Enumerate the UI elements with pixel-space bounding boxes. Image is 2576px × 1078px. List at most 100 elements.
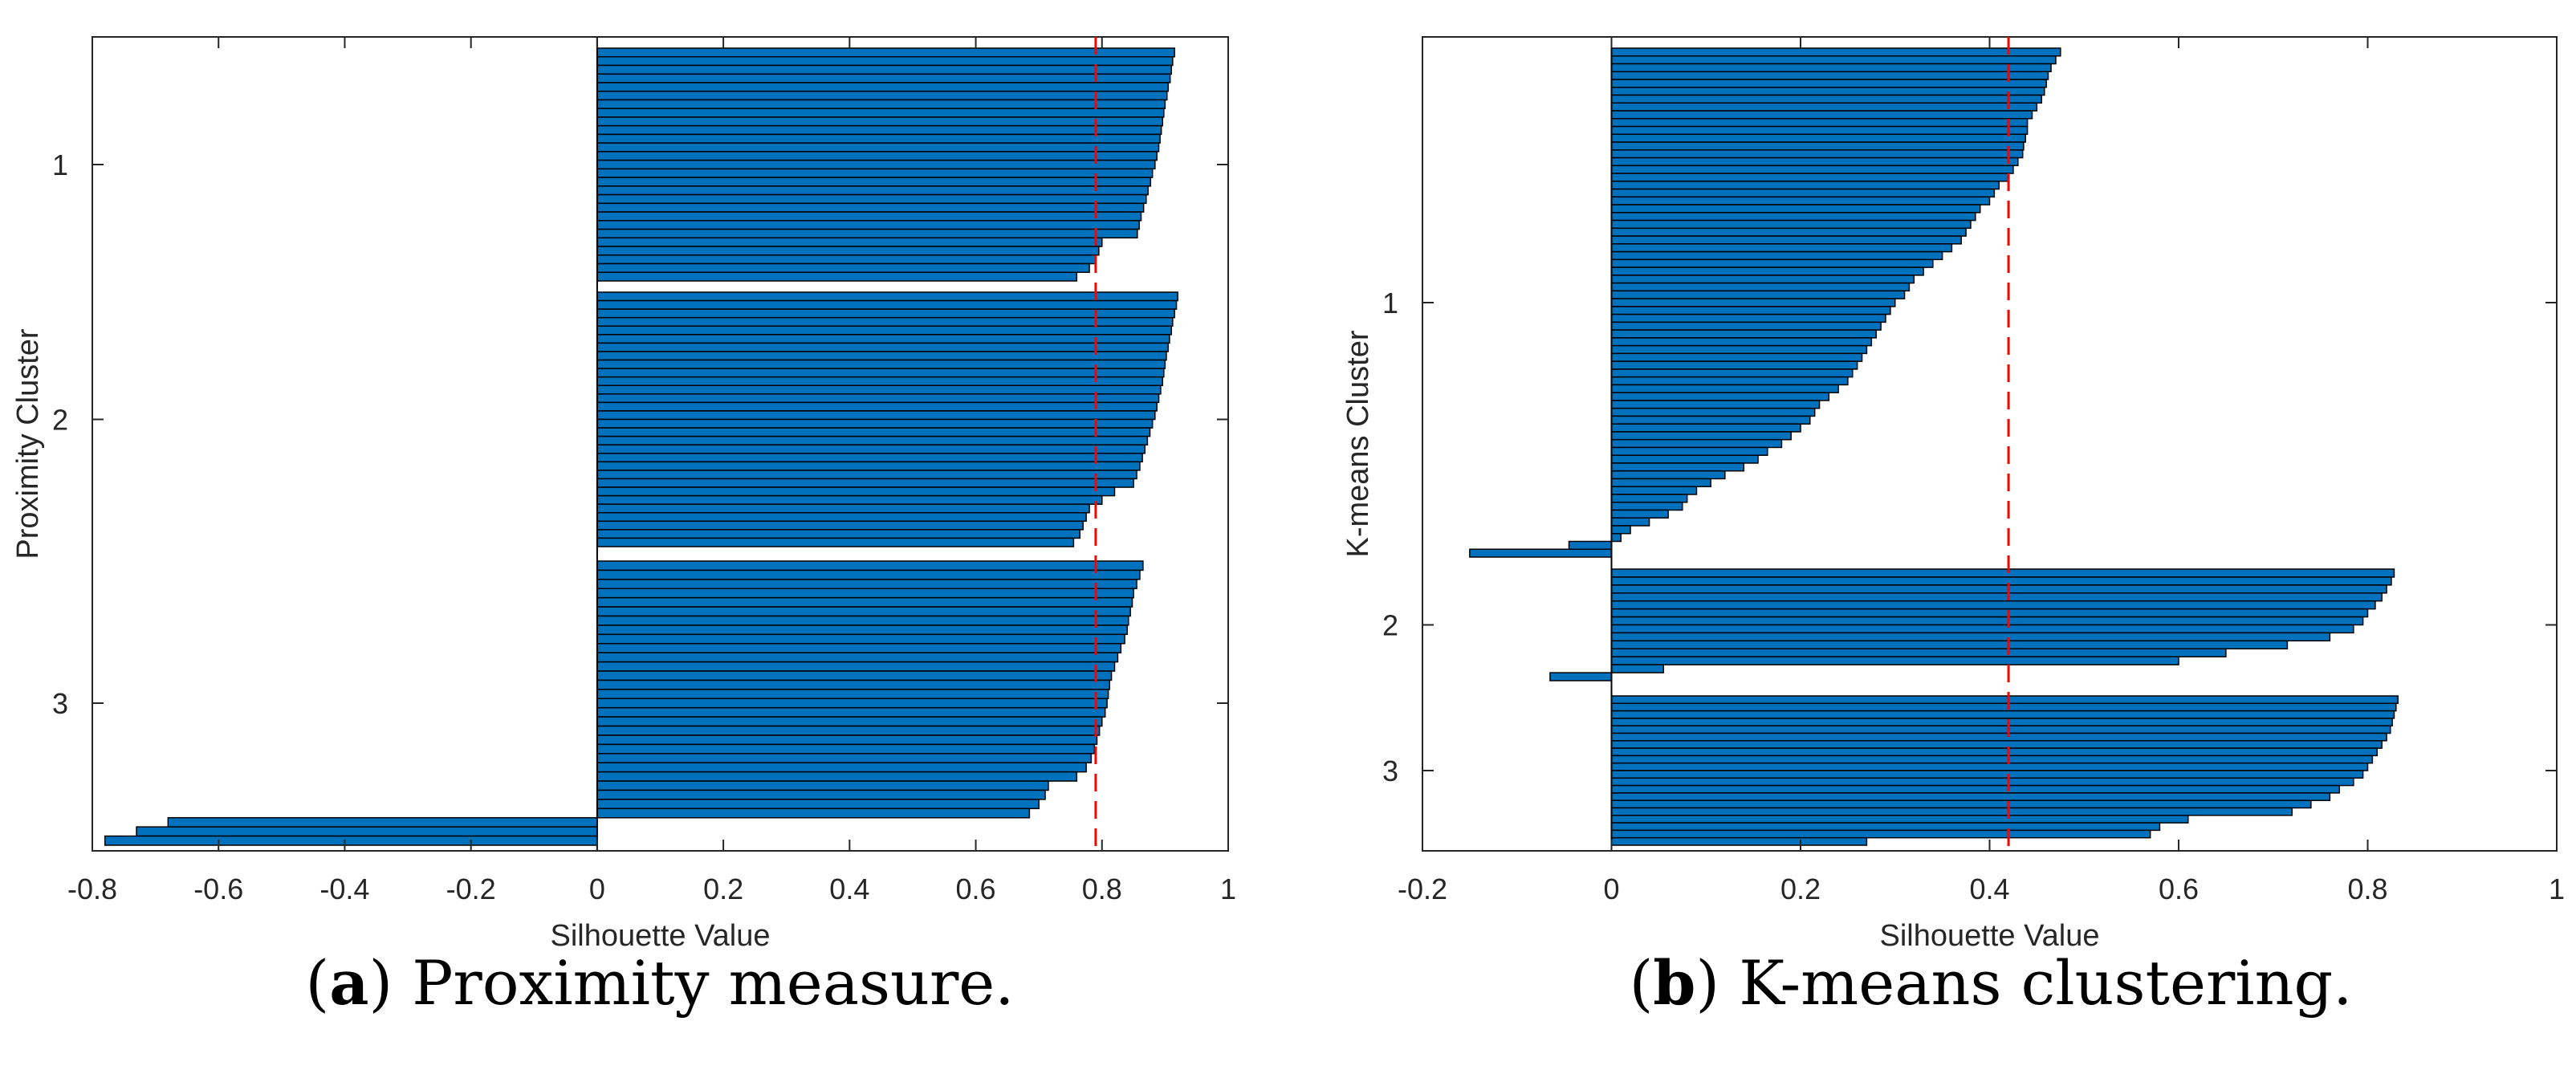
- silhouette-bar: [596, 470, 1137, 480]
- x-tick-label: 0.2: [1780, 873, 1821, 905]
- silhouette-bar: [596, 789, 1046, 800]
- silhouette-bar: [1610, 656, 2179, 665]
- silhouette-bar: [1610, 600, 2376, 610]
- y-axis-label: Proximity Cluster: [11, 328, 45, 559]
- silhouette-bar: [596, 560, 1144, 572]
- silhouette-bar: [1610, 360, 1858, 370]
- silhouette-bar: [1610, 384, 1839, 393]
- silhouette-bar: [1610, 157, 2019, 167]
- silhouette-bar: [596, 211, 1142, 222]
- silhouette-bar: [596, 734, 1098, 746]
- x-tick-label: 1: [2549, 873, 2565, 905]
- silhouette-bar: [1610, 94, 2043, 104]
- silhouette-bar: [596, 780, 1049, 791]
- silhouette-bar: [596, 461, 1141, 471]
- silhouette-bar: [596, 478, 1134, 488]
- silhouette-bar: [596, 753, 1093, 763]
- y-tick-label: 1: [52, 148, 68, 181]
- silhouette-bar: [596, 520, 1084, 531]
- silhouette-bar: [1610, 337, 1873, 347]
- silhouette-bar: [1610, 718, 2393, 726]
- x-axis-label: Silhouette Value: [551, 919, 771, 953]
- silhouette-bar: [1610, 110, 2033, 120]
- silhouette-bar: [596, 615, 1129, 626]
- silhouette-bar: [596, 228, 1138, 239]
- x-tick-label: 0.4: [829, 873, 869, 905]
- silhouette-bar: [596, 151, 1158, 161]
- silhouette-bar: [1610, 807, 2293, 816]
- silhouette-bar: [596, 410, 1156, 421]
- silhouette-bar: [1610, 616, 2364, 626]
- silhouette-bar: [1610, 725, 2391, 734]
- silhouette-bar: [1610, 454, 1759, 464]
- silhouette-bar: [1610, 486, 1698, 495]
- silhouette-bar: [596, 73, 1171, 83]
- silhouette-bar: [1610, 63, 2052, 73]
- silhouette-bar: [1610, 141, 2025, 151]
- y-tick-label: 1: [1382, 287, 1398, 319]
- silhouette-bar: [1610, 632, 2331, 642]
- silhouette-bar: [596, 90, 1168, 101]
- silhouette-bar: [1610, 415, 1811, 425]
- silhouette-bar: [167, 816, 598, 828]
- silhouette-bar: [1610, 125, 2029, 136]
- silhouette-bar: [1610, 829, 2151, 839]
- silhouette-bar: [596, 220, 1140, 230]
- silhouette-bar: [1610, 376, 1849, 386]
- silhouette-bar: [596, 384, 1162, 395]
- silhouette-bar: [136, 826, 598, 837]
- silhouette-bar: [596, 588, 1134, 599]
- silhouette-bar: [596, 418, 1154, 429]
- silhouette-bar: [1610, 568, 2395, 578]
- silhouette-bar: [1610, 306, 1891, 315]
- silhouette-bar: [1610, 431, 1792, 441]
- silhouette-bar: [1610, 290, 1906, 299]
- silhouette-bar: [1610, 624, 2354, 634]
- silhouette-bar: [596, 569, 1141, 580]
- silhouette-bar: [1610, 227, 1967, 237]
- silhouette-bar: [1610, 525, 1631, 535]
- silhouette-bar: [596, 368, 1165, 378]
- silhouette-bar: [596, 262, 1090, 274]
- silhouette-bar: [1610, 740, 2383, 749]
- silhouette-bar: [1610, 400, 1821, 409]
- x-tick-label: 0: [1603, 873, 1619, 905]
- x-tick-label: 0.2: [703, 873, 743, 905]
- silhouette-bar: [596, 202, 1145, 213]
- silhouette-bar: [596, 486, 1116, 497]
- x-tick-label: 1: [1220, 873, 1236, 905]
- silhouette-bar: [1610, 792, 2331, 801]
- caption-a-text: Proximity measure.: [393, 947, 1015, 1019]
- silhouette-bar: [596, 193, 1147, 205]
- x-tick-label: -0.6: [193, 873, 243, 905]
- silhouette-bar: [596, 177, 1152, 187]
- silhouette-bar: [596, 393, 1160, 404]
- silhouette-bar: [1549, 672, 1613, 681]
- silhouette-bar: [1610, 784, 2340, 794]
- silhouette-bar: [1610, 532, 1622, 543]
- y-tick-label: 3: [1382, 755, 1398, 787]
- silhouette-bar: [1610, 196, 1991, 205]
- silhouette-bar: [1610, 710, 2395, 719]
- silhouette-bar: [1610, 822, 2161, 832]
- silhouette-bar: [596, 606, 1131, 617]
- silhouette-bar: [596, 64, 1172, 75]
- silhouette-bar: [596, 643, 1122, 653]
- silhouette-bar: [1610, 777, 2354, 787]
- silhouette-bar: [1610, 407, 1816, 417]
- silhouette-bar: [1610, 313, 1886, 323]
- x-tick-label: 0.6: [956, 873, 996, 905]
- silhouette-bar: [1610, 478, 1711, 487]
- silhouette-bar: [596, 762, 1087, 773]
- silhouette-bar: [596, 444, 1146, 454]
- silhouette-bar: [1610, 55, 2057, 65]
- silhouette-bar: [1610, 470, 1726, 480]
- silhouette-bar: [1610, 212, 1976, 222]
- silhouette-bar: [596, 159, 1156, 170]
- silhouette-bar: [596, 291, 1178, 302]
- silhouette-bar: [1610, 368, 1854, 378]
- silhouette-bar: [596, 316, 1174, 327]
- silhouette-bar: [1610, 352, 1863, 362]
- silhouette-bar: [596, 799, 1040, 810]
- silhouette-bar: [596, 706, 1106, 718]
